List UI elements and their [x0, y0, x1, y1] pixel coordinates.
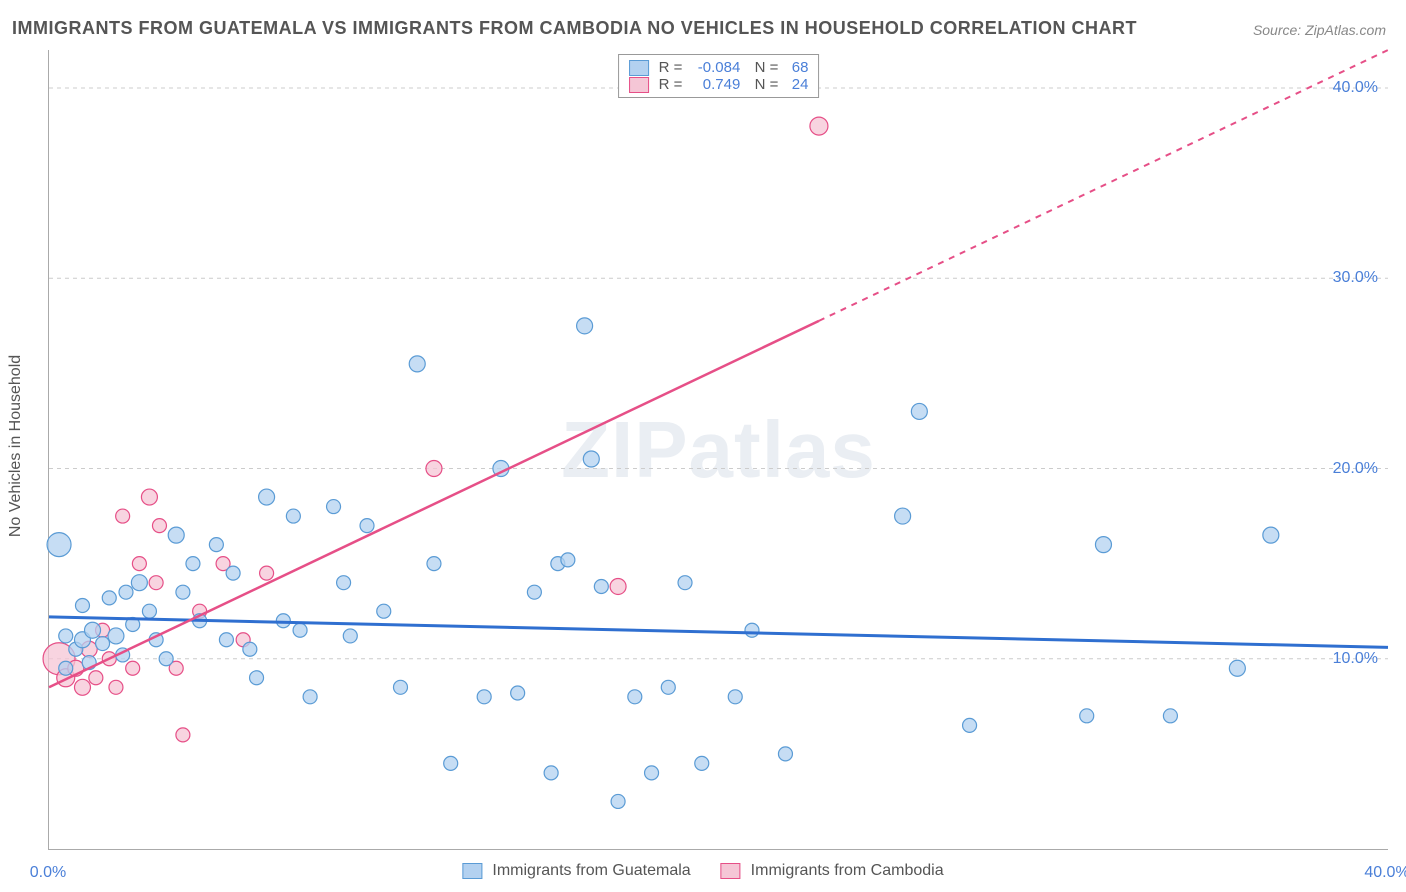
- ytick-label: 30.0%: [1333, 269, 1378, 287]
- xtick-label: 40.0%: [1364, 864, 1406, 882]
- y-axis-label: No Vehicles in Household: [7, 355, 25, 537]
- legend-item-guatemala: Immigrants from Guatemala: [462, 862, 690, 880]
- ytick-label: 10.0%: [1333, 650, 1378, 668]
- n-value-cambodia: 24: [784, 76, 808, 93]
- plot-area: R = -0.084 N = 68 R = 0.749 N = 24 ZIPat…: [48, 50, 1388, 850]
- correlation-row-guatemala: R = -0.084 N = 68: [629, 59, 809, 76]
- legend-item-cambodia: Immigrants from Cambodia: [721, 862, 944, 880]
- ytick-label: 20.0%: [1333, 460, 1378, 478]
- n-value-guatemala: 68: [784, 59, 808, 76]
- legend-label-guatemala: Immigrants from Guatemala: [492, 862, 690, 880]
- legend-label-cambodia: Immigrants from Cambodia: [751, 862, 944, 880]
- xtick-label: 0.0%: [30, 864, 66, 882]
- r-value-cambodia: 0.749: [688, 76, 740, 93]
- swatch-guatemala-bottom: [462, 863, 482, 879]
- swatch-cambodia: [629, 77, 649, 93]
- correlation-legend: R = -0.084 N = 68 R = 0.749 N = 24: [618, 54, 820, 98]
- ytick-label: 40.0%: [1333, 79, 1378, 97]
- correlation-row-cambodia: R = 0.749 N = 24: [629, 76, 809, 93]
- r-value-guatemala: -0.084: [688, 59, 740, 76]
- swatch-cambodia-bottom: [721, 863, 741, 879]
- source-label: Source: ZipAtlas.com: [1253, 22, 1386, 38]
- scatter-plot-svg: [49, 50, 1388, 849]
- series-legend: Immigrants from Guatemala Immigrants fro…: [462, 862, 943, 880]
- swatch-guatemala: [629, 60, 649, 76]
- chart-title: IMMIGRANTS FROM GUATEMALA VS IMMIGRANTS …: [12, 18, 1137, 39]
